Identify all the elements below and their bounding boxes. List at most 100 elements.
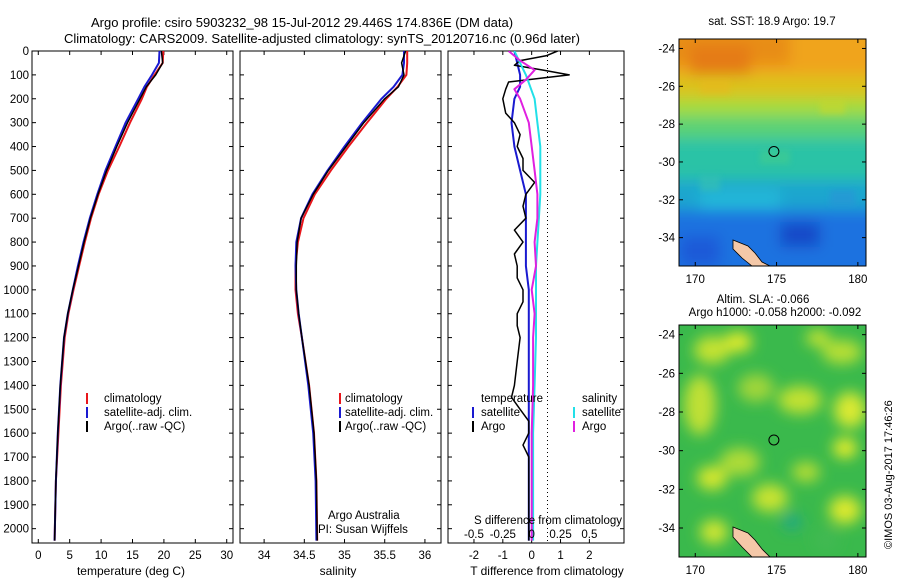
depth-tick-label: 1500 [3, 404, 29, 416]
argo-float-location-marker [768, 145, 780, 157]
legend-label-satellite: satellite-adj. clim. [345, 407, 433, 419]
x-tick-label: 34.5 [293, 550, 315, 562]
depth-tick-label: 1400 [3, 380, 29, 392]
depth-tick-label: 600 [10, 189, 29, 201]
legend-label-s-satellite: satellite [582, 407, 621, 419]
new-zealand-coast [732, 239, 771, 266]
depth-tick-label: 900 [10, 261, 29, 273]
x-tick-label: -1 [498, 550, 508, 562]
difference-legend: temperature satellite Argo salinity sate… [472, 393, 621, 433]
temperature-xlabel: temperature (deg C) [77, 564, 185, 578]
salinity-profile-panel: 34 34.5 35 35.5 36 salinity climatology sate… [239, 50, 442, 578]
depth-tick-label: 1800 [3, 476, 29, 488]
lon-tick-label: 170 [686, 274, 705, 286]
lon-tick-label: 175 [767, 274, 786, 286]
lat-tick-label: -30 [658, 157, 675, 169]
figure-title-line1: Argo profile: csiro 5903232_98 15-Jul-20… [91, 15, 513, 30]
depth-tick-label: 1100 [4, 309, 29, 321]
depth-tick-label: 700 [10, 213, 29, 225]
new-zealand-coast [732, 526, 771, 557]
s-diff-tick-label: -0.5 [464, 529, 484, 541]
x-tick-label: 5 [66, 550, 72, 562]
figure-title-line2: Climatology: CARS2009. Satellite-adjuste… [64, 31, 580, 46]
lat-tick-label: -34 [658, 523, 675, 535]
x-tick-label: 25 [189, 550, 202, 562]
imos-timestamp: ©IMOS 03-Aug-2017 17:46:26 [883, 400, 895, 549]
difference-x-axis: -2 -1 0 1 2 [469, 51, 593, 562]
depth-tick-label: 0 [23, 46, 29, 58]
legend-label-argo: Argo(..raw -QC) [104, 421, 185, 433]
temperature-x-axis: 0 5 10 15 20 25 30 [35, 51, 233, 562]
series-line-salinity-satellite [513, 51, 542, 541]
x-tick-label: 34 [258, 550, 271, 562]
sst-map-title: sat. SST: 18.9 Argo: 19.7 [708, 16, 835, 28]
depth-tick-label: 400 [10, 142, 29, 154]
x-tick-label: 10 [95, 550, 108, 562]
temperature-profile-panel: 0100200300400500600700800900100011001200… [3, 46, 234, 578]
legend-label-climatology: climatology [345, 393, 403, 405]
t-diff-xlabel: T difference from climatology [470, 564, 624, 578]
s-diff-xlabel: S difference from climatology [474, 515, 622, 527]
difference-profile-panel: -2 -1 0 1 2 S difference from climatology -0… [447, 50, 625, 578]
difference-profile-lines [502, 51, 570, 541]
x-tick-label: 35 [338, 550, 351, 562]
depth-tick-label: 1900 [3, 500, 29, 512]
legend-label-t-satellite: satellite [481, 407, 520, 419]
lon-tick-label: 180 [848, 274, 867, 286]
temperature-axes-box [31, 50, 234, 544]
lat-tick-label: -28 [658, 407, 675, 419]
s-diff-tick-label: 0.25 [549, 529, 571, 541]
depth-tick-label: 1600 [3, 428, 29, 440]
x-tick-label: 0 [528, 550, 534, 562]
series-line-salinity-argo [507, 51, 539, 541]
legend-label-argo: Argo(..raw -QC) [345, 421, 426, 433]
lat-tick-label: -26 [658, 81, 675, 93]
lon-tick-label: 170 [686, 565, 705, 577]
lat-tick-label: -34 [658, 233, 675, 245]
lat-tick-label: -24 [658, 43, 675, 55]
x-tick-label: 36 [419, 550, 432, 562]
legend-temperature-title: temperature [481, 393, 543, 405]
depth-tick-label: 1000 [3, 285, 29, 297]
sst-heatmap [679, 39, 866, 266]
depth-tick-label: 100 [10, 70, 29, 82]
salinity-xlabel: salinity [320, 564, 357, 578]
credit-line2: PI: Susan Wijffels [318, 524, 408, 536]
salinity-x-axis: 34 34.5 35 35.5 36 [258, 51, 432, 562]
x-tick-label: 2 [586, 550, 592, 562]
legend-label-satellite: satellite-adj. clim. [104, 407, 192, 419]
x-tick-label: 1 [557, 550, 563, 562]
depth-tick-label: 1300 [3, 356, 29, 368]
salinity-depth-ticks [240, 50, 441, 530]
series-line-temperature-argo [502, 51, 570, 541]
legend-label-climatology: climatology [104, 393, 162, 405]
sla-map-title: Altim. SLA: -0.066 [717, 294, 810, 306]
lon-tick-label: 175 [767, 565, 786, 577]
sla-map-subtitle: Argo h1000: -0.058 h2000: -0.092 [689, 307, 862, 319]
sst-map-panel: sat. SST: 18.9 Argo: 19.7 [658, 16, 867, 286]
depth-tick-label: 500 [10, 165, 29, 177]
sst-map-axes: 170 175 180 -24 -26 -28 -30 -32 -34 [658, 39, 867, 286]
depth-tick-label: 1700 [3, 452, 29, 464]
x-tick-label: -2 [469, 550, 479, 562]
depth-axis: 0 100 200 300 400 500 600 700 800 900 1000 1100 1200… [3, 46, 233, 536]
lat-tick-label: -30 [658, 446, 675, 458]
salinity-legend: climatology satellite-adj. clim. Argo(..… [339, 393, 433, 433]
depth-tick-label: 300 [10, 118, 29, 130]
s-diff-tick-label: 0 [528, 529, 534, 541]
x-tick-label: 15 [126, 550, 139, 562]
lat-tick-label: -24 [658, 330, 675, 342]
depth-tick-label: 1200 [3, 333, 29, 345]
sla-map-axes: 170 175 180 -24 -26 -28 -30 -32 -34 [658, 325, 867, 577]
salinity-profile-lines [294, 51, 409, 541]
s-diff-tick-labels: -0.5 -0.25 0 0.25 0.5 [464, 529, 597, 541]
sla-heatmap [679, 325, 866, 557]
legend-label-t-argo: Argo [481, 421, 505, 433]
temperature-legend: climatology satellite-adj. clim. Argo(..… [86, 393, 192, 433]
lat-tick-label: -32 [658, 484, 675, 496]
salinity-axes-box [239, 50, 442, 544]
legend-label-s-argo: Argo [582, 421, 606, 433]
depth-tick-label: 800 [10, 237, 29, 249]
series-line-argo-raw-qc- [53, 51, 164, 541]
